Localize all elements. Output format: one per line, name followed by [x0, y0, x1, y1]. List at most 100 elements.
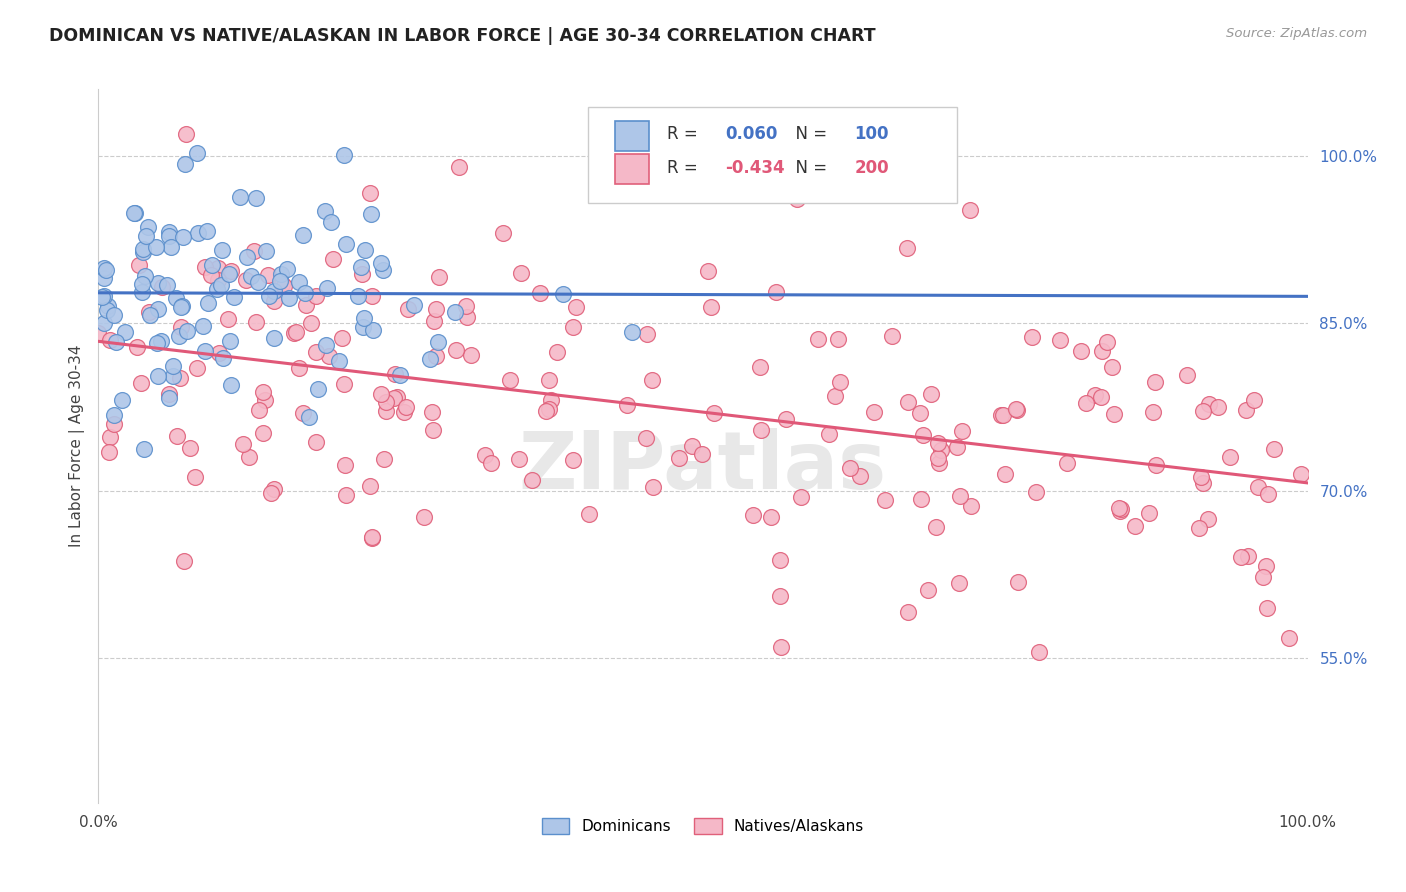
Point [105, 335, 128, 350]
Point [1084, 388, 1107, 402]
Point [287, 275, 309, 289]
Point [176, 127, 198, 141]
Point [389, 368, 412, 382]
Point [540, 392, 562, 407]
Point [1247, 480, 1270, 494]
Point [499, 373, 522, 387]
Point [186, 360, 208, 375]
Point [769, 640, 792, 655]
Point [1137, 506, 1160, 520]
Point [211, 243, 233, 257]
Point [318, 349, 340, 363]
Point [690, 447, 713, 461]
Point [156, 278, 179, 293]
Point [111, 392, 134, 407]
Point [621, 325, 644, 339]
Point [136, 220, 159, 235]
Point [537, 401, 560, 416]
Point [1108, 504, 1130, 518]
Point [135, 229, 157, 244]
Point [697, 264, 720, 278]
Point [207, 273, 229, 287]
Point [839, 460, 862, 475]
Point [93, 260, 115, 275]
Text: R =: R = [666, 159, 703, 177]
Point [479, 456, 502, 470]
Point [124, 206, 146, 220]
Point [910, 491, 932, 506]
Point [1074, 396, 1097, 410]
Point [454, 299, 477, 313]
Point [98, 333, 121, 347]
Point [200, 268, 222, 282]
Point [460, 348, 482, 362]
Point [93, 289, 115, 303]
Point [360, 529, 382, 543]
Point [292, 227, 315, 242]
Point [374, 395, 396, 409]
Point [335, 236, 357, 251]
Point [114, 325, 136, 339]
Point [1219, 450, 1241, 465]
Point [830, 375, 852, 389]
Point [172, 229, 194, 244]
Point [1109, 502, 1132, 516]
Point [920, 387, 942, 401]
Point [508, 452, 530, 467]
Point [1191, 404, 1213, 418]
Point [222, 290, 245, 304]
Point [209, 277, 232, 292]
Point [849, 469, 872, 483]
Point [371, 263, 394, 277]
Point [443, 305, 465, 319]
Point [165, 291, 187, 305]
Point [322, 252, 344, 267]
Point [404, 297, 426, 311]
Point [529, 286, 551, 301]
Point [1198, 397, 1220, 411]
Point [873, 493, 896, 508]
Point [254, 392, 277, 407]
Point [245, 191, 267, 205]
Point [246, 275, 269, 289]
Text: 100: 100 [855, 125, 889, 143]
Point [103, 417, 125, 431]
Point [346, 289, 368, 303]
Point [1234, 403, 1257, 417]
Point [1101, 359, 1123, 374]
Point [385, 391, 408, 405]
FancyBboxPatch shape [588, 107, 957, 203]
Bar [614, 154, 648, 184]
Point [157, 387, 180, 401]
Point [239, 269, 262, 284]
Point [444, 343, 467, 357]
Point [162, 359, 184, 373]
Point [131, 285, 153, 300]
Point [927, 450, 949, 465]
Text: 0.060: 0.060 [724, 125, 778, 143]
Point [551, 287, 574, 301]
Point [395, 400, 418, 414]
Point [91, 290, 114, 304]
Point [207, 260, 229, 275]
Point [700, 301, 723, 315]
Point [925, 520, 948, 534]
Point [761, 510, 783, 524]
Point [370, 387, 392, 401]
Point [1256, 600, 1278, 615]
Point [219, 377, 242, 392]
Point [332, 377, 354, 392]
Point [150, 280, 173, 294]
Point [170, 300, 193, 314]
Point [578, 507, 600, 521]
Point [330, 330, 353, 344]
Point [98, 429, 121, 443]
Point [87, 326, 110, 341]
Point [949, 489, 972, 503]
Point [160, 240, 183, 254]
Point [929, 443, 952, 458]
Point [352, 320, 374, 334]
Point [97, 444, 120, 458]
Point [824, 389, 846, 403]
Point [1278, 632, 1301, 646]
